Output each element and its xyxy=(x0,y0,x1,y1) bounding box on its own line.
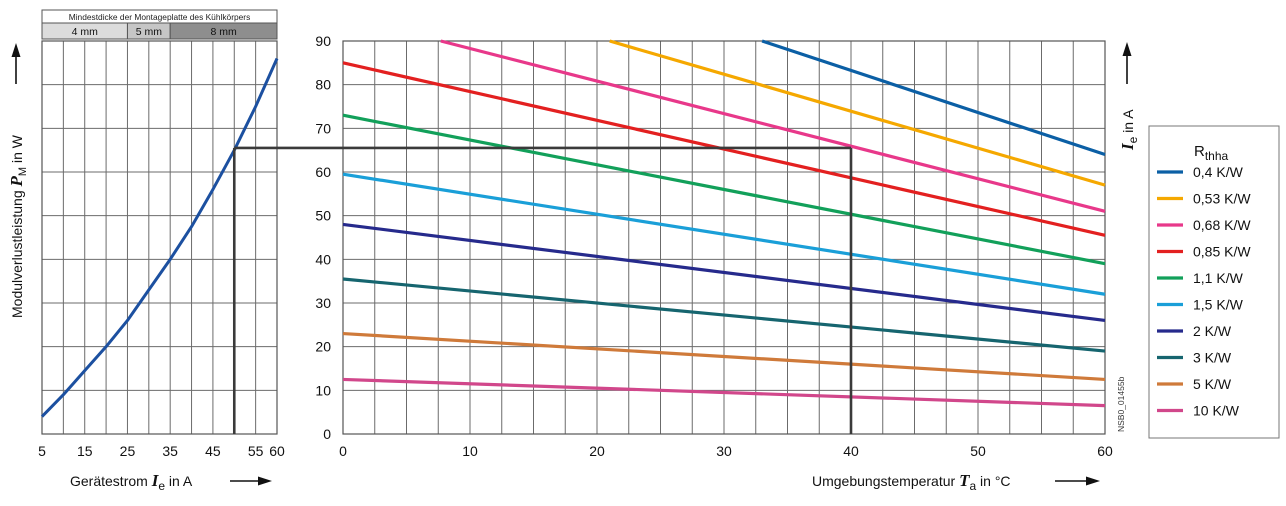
right-plot-frame xyxy=(342,40,1106,435)
right-series-line xyxy=(342,113,1106,266)
right-y-tick-label: 80 xyxy=(315,77,331,93)
right-series-line xyxy=(761,39,1106,157)
figure-id-text: NSB0_01455b xyxy=(1116,376,1126,432)
legend-title-sub: thha xyxy=(1205,149,1229,163)
right-y-tick-label: 0 xyxy=(323,426,331,442)
legend-label: 0,4 K/W xyxy=(1193,164,1244,180)
right-y-tick-label: 30 xyxy=(315,295,331,311)
header-segment-label: 4 mm xyxy=(72,26,99,38)
right-x-tick-label: 0 xyxy=(339,443,347,459)
right-x-label-text: Umgebungstemperatur xyxy=(812,473,959,489)
left-series-line xyxy=(40,57,279,418)
right-y-label-unit: in A xyxy=(1120,109,1136,137)
left-plot-frame xyxy=(41,40,278,435)
header-title: Mindestdicke der Montageplatte des Kühlk… xyxy=(69,12,251,22)
right-series-line xyxy=(342,222,1106,323)
right-series-line xyxy=(342,172,1106,296)
right-y-tick-label: 90 xyxy=(315,33,331,49)
left-y-label-unit: in W xyxy=(9,134,25,167)
right-series-line xyxy=(342,377,1106,408)
left-y-arrow-head xyxy=(11,43,21,57)
right-x-label-symbol: T xyxy=(959,471,970,490)
left-y-axis-label: Modulverlustleistung PM in W xyxy=(7,134,29,318)
right-x-tick-label: 40 xyxy=(843,443,859,459)
right-x-tick-label: 60 xyxy=(1097,443,1113,459)
header-segment-label: 8 mm xyxy=(210,26,237,38)
right-series-line xyxy=(440,39,1106,213)
right-y-tick-label: 60 xyxy=(315,164,331,180)
right-x-tick-label: 30 xyxy=(716,443,732,459)
left-x-tick-label: 45 xyxy=(205,443,221,459)
right-series-line xyxy=(342,277,1106,353)
legend-label: 0,53 K/W xyxy=(1193,191,1251,207)
right-y-label-sub: e xyxy=(1126,136,1140,143)
legend-label: 0,68 K/W xyxy=(1193,217,1251,233)
left-x-tick-label: 35 xyxy=(162,443,178,459)
left-x-tick-label: 5 xyxy=(38,443,46,459)
legend-label: 5 K/W xyxy=(1193,376,1232,392)
right-x-tick-label: 50 xyxy=(970,443,986,459)
right-y-arrow-head xyxy=(1122,42,1132,56)
right-x-axis-label: Umgebungstemperatur Ta in °C xyxy=(812,471,1011,493)
left-x-tick-label: 55 xyxy=(248,443,264,459)
legend-label: 3 K/W xyxy=(1193,350,1232,366)
right-series-line xyxy=(609,39,1106,187)
header-segment xyxy=(169,22,278,40)
right-x-label-unit: in °C xyxy=(976,473,1010,489)
left-x-tick-label: 60 xyxy=(269,443,285,459)
right-y-label-symbol: I xyxy=(1118,142,1137,151)
right-x-arrow-head xyxy=(1086,476,1100,486)
left-y-label-text: Modulverlustleistung xyxy=(9,186,25,318)
right-y-tick-label: 50 xyxy=(315,208,331,224)
right-x-tick-label: 20 xyxy=(589,443,605,459)
left-x-tick-label: 15 xyxy=(77,443,93,459)
left-x-label-unit: in A xyxy=(165,473,193,489)
right-y-tick-label: 40 xyxy=(315,251,331,267)
legend-label: 1,1 K/W xyxy=(1193,270,1244,286)
legend-title: Rthha xyxy=(1194,143,1229,163)
left-x-label-text: Gerätestrom xyxy=(70,473,152,489)
header-segment-label: 5 mm xyxy=(136,26,163,38)
legend-label: 2 K/W xyxy=(1193,323,1232,339)
left-y-label-symbol: P xyxy=(7,175,26,187)
left-x-label-sub: e xyxy=(158,479,165,493)
left-x-arrow-head xyxy=(258,476,272,486)
legend-label: 0,85 K/W xyxy=(1193,244,1251,260)
legend-title-main: R xyxy=(1194,143,1205,160)
left-x-label-symbol: I xyxy=(151,471,160,490)
right-y-tick-label: 10 xyxy=(315,382,331,398)
right-y-tick-label: 20 xyxy=(315,339,331,355)
right-x-tick-label: 10 xyxy=(462,443,478,459)
legend-box xyxy=(1148,125,1280,439)
legend-label: 1,5 K/W xyxy=(1193,297,1244,313)
legend-label: 10 K/W xyxy=(1193,403,1240,419)
left-x-tick-label: 25 xyxy=(120,443,136,459)
left-x-axis-label: Gerätestrom Ie in A xyxy=(70,471,193,493)
right-series-line xyxy=(342,331,1106,382)
right-x-label-sub: a xyxy=(969,479,976,493)
right-y-tick-label: 70 xyxy=(315,120,331,136)
left-y-label-sub: M xyxy=(17,167,29,176)
right-y-axis-label: Ie in A xyxy=(1118,109,1140,151)
